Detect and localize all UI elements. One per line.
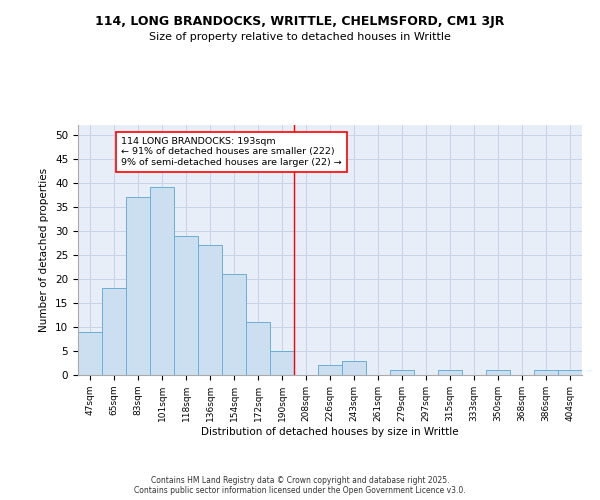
Bar	[270, 351, 294, 375]
Bar	[438, 370, 462, 375]
Bar	[390, 370, 414, 375]
Text: Contains HM Land Registry data © Crown copyright and database right 2025.
Contai: Contains HM Land Registry data © Crown c…	[134, 476, 466, 495]
Bar	[174, 236, 198, 375]
Y-axis label: Number of detached properties: Number of detached properties	[40, 168, 49, 332]
Bar	[246, 322, 270, 375]
Bar	[318, 366, 342, 375]
Bar	[534, 370, 558, 375]
X-axis label: Distribution of detached houses by size in Writtle: Distribution of detached houses by size …	[201, 426, 459, 436]
Text: 114 LONG BRANDOCKS: 193sqm
← 91% of detached houses are smaller (222)
9% of semi: 114 LONG BRANDOCKS: 193sqm ← 91% of deta…	[121, 137, 342, 167]
Bar	[558, 370, 582, 375]
Bar	[78, 332, 102, 375]
Bar	[198, 245, 222, 375]
Text: 114, LONG BRANDOCKS, WRITTLE, CHELMSFORD, CM1 3JR: 114, LONG BRANDOCKS, WRITTLE, CHELMSFORD…	[95, 15, 505, 28]
Bar	[486, 370, 510, 375]
Bar	[126, 197, 150, 375]
Bar	[222, 274, 246, 375]
Bar	[150, 188, 174, 375]
Bar	[102, 288, 126, 375]
Text: Size of property relative to detached houses in Writtle: Size of property relative to detached ho…	[149, 32, 451, 42]
Bar	[342, 360, 366, 375]
